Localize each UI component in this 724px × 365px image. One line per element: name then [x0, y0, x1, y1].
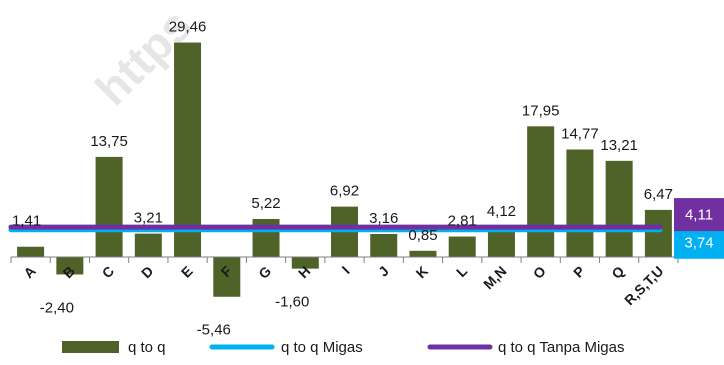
x-tick-label: C: [99, 263, 117, 281]
legend-swatch: [62, 341, 119, 353]
bar-f: [213, 257, 241, 297]
data-label: -2,40: [40, 299, 74, 316]
reference-lines-layer: [8, 224, 663, 233]
reference-value-badge: [674, 198, 724, 232]
data-label: -1,60: [275, 294, 309, 311]
reference-value-badge: [674, 225, 724, 259]
reference-value-label: 3,74: [684, 234, 713, 251]
x-tick-label: D: [138, 263, 156, 281]
data-label: 1,41: [12, 213, 41, 230]
data-labels-layer: 1,41 -2,40 13,75 3,21 29,46 -5,46 5,22 -1,60 6,9…: [12, 19, 673, 339]
data-label: 4,12: [487, 203, 516, 220]
data-label: 3,16: [369, 210, 398, 227]
legend-label: q to q Tanpa Migas: [498, 339, 624, 356]
x-tick-label: M,N: [480, 263, 509, 292]
x-axis-labels-layer: A B C D E F G H I J K L M,N O P QR,S,T,U: [20, 262, 666, 308]
x-tick-label: L: [453, 262, 471, 280]
data-label: 2,81: [448, 213, 477, 230]
data-label: 29,46: [169, 19, 207, 36]
x-tick-label: G: [255, 263, 274, 282]
data-label: 0,85: [408, 227, 437, 244]
data-label: 6,47: [644, 186, 673, 203]
data-label: -5,46: [197, 322, 231, 339]
bar-p: [566, 149, 594, 257]
bar-c: [95, 156, 123, 257]
bar-a: [17, 246, 45, 257]
bar-h: [291, 257, 319, 269]
data-label: 5,22: [251, 195, 280, 212]
x-tick-label: A: [20, 263, 38, 281]
x-axis-ticks-layer: [10, 257, 679, 263]
data-label: 6,92: [330, 183, 359, 200]
bar-k: [409, 250, 437, 257]
bar-o: [527, 126, 555, 257]
legend-label: q to q: [128, 339, 166, 356]
bar-j: [370, 233, 398, 257]
reference-value-label: 4,11: [685, 207, 713, 224]
legend-label: q to q Migas: [281, 339, 363, 356]
reference-badges-layer: 3,74 4,11: [674, 198, 724, 259]
data-label: 13,75: [90, 133, 128, 150]
x-tick-label: J: [375, 263, 392, 280]
data-label: 13,21: [600, 137, 638, 154]
bar-d: [134, 233, 162, 257]
bars-layer: [17, 42, 672, 297]
bar-l: [448, 236, 476, 257]
x-tick-label: O: [530, 263, 549, 282]
x-tick-label: Q: [608, 263, 627, 282]
x-tick-label: I: [339, 263, 353, 277]
bar-q: [605, 160, 633, 257]
x-tick-label: E: [178, 263, 196, 281]
legend: q to q q to q Migas q to q Tanpa Migas: [62, 339, 624, 356]
x-tick-label: K: [413, 263, 431, 281]
x-tick-label: P: [570, 263, 588, 281]
bar-r-s-t-u: [644, 209, 672, 257]
data-label: 3,21: [134, 210, 163, 227]
bar-e: [174, 42, 202, 257]
x-tick-label: R,S,T,U: [621, 263, 666, 308]
bar-b: [56, 257, 84, 275]
data-label: 17,95: [522, 102, 560, 119]
data-label: 14,77: [561, 125, 599, 142]
